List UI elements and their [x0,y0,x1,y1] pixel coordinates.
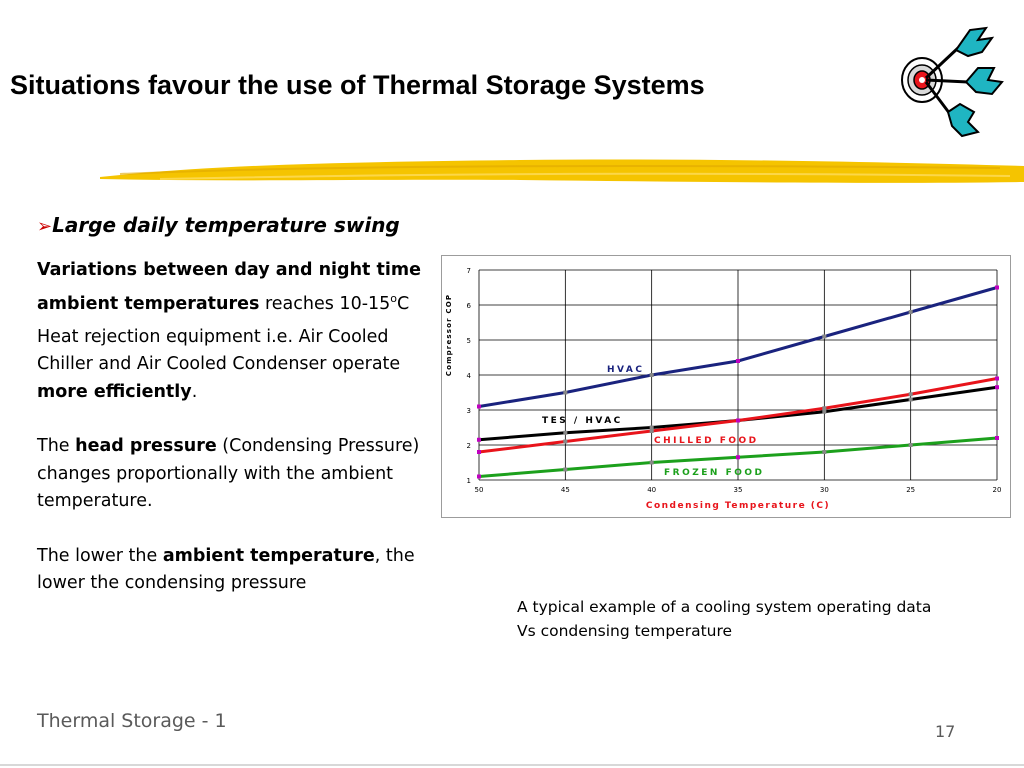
cop-chart: 50 45 40 35 30 25 20 1 2 3 4 5 6 7 Condensing Temperat… [441,255,1011,518]
y-tick-label: 6 [467,302,472,310]
data-point [822,334,827,339]
data-point [477,404,481,409]
data-point [477,474,481,479]
data-point [908,397,913,402]
y-tick-label: 7 [467,267,471,275]
y-tick-label: 5 [467,337,471,345]
y-axis-title: Compressor COP [445,294,453,377]
x-tick-label: 35 [734,486,743,494]
footer-title: Thermal Storage - 1 [37,710,227,732]
data-point [995,285,999,290]
data-point [477,450,481,454]
data-point [908,310,913,314]
body-text: Variations between day and night time am… [37,257,437,598]
data-point [563,467,568,472]
x-tick-label: 50 [475,486,484,494]
y-tick-label: 2 [467,442,471,450]
x-tick-label: 45 [561,486,570,494]
x-tick-label: 40 [647,486,656,494]
darts-target-icon [901,26,1004,138]
paragraph-heat-rejection: Heat rejection equipment i.e. Air Cooled… [37,326,401,402]
x-tick-label: 20 [993,486,1002,494]
data-point [649,429,654,433]
x-axis-title: Condensing Temperature (C) [646,501,830,511]
data-point [995,385,999,390]
data-point [736,418,740,423]
series-label: CHILLED FOOD [654,436,759,446]
data-point [822,406,827,411]
data-point [563,390,568,395]
bullet-arrow-icon: ➢ [37,216,53,237]
series-label: HVAC [607,365,644,375]
data-point [908,392,913,397]
bottom-divider [0,764,1024,766]
data-point [649,425,654,430]
x-tick-label: 30 [820,486,829,494]
data-point [995,376,999,381]
y-tick-label: 4 [467,372,472,380]
y-tick-label: 1 [467,477,471,485]
page-number: 17 [935,722,956,741]
data-point [822,409,827,414]
series-label: FROZEN FOOD [664,468,765,478]
slide-title: Situations favour the use of Thermal Sto… [10,70,705,100]
paragraph-temperature-variation: Variations between day and night time am… [37,260,421,314]
chart-caption: A typical example of a cooling system op… [517,595,1017,643]
decorative-brush-stroke [100,159,1024,183]
data-point [563,439,568,444]
data-point [822,450,827,454]
data-point [477,437,481,442]
data-point [649,460,654,465]
x-tick-label: 25 [906,486,915,494]
caption-line-1: A typical example of a cooling system op… [517,598,932,616]
data-point [736,359,740,363]
bullet-heading-text: Large daily temperature swing [52,213,400,237]
series-label: TES / HVAC [542,416,623,426]
paragraph-ambient-temperature: The lower the ambient temperature, the l… [37,545,415,594]
bullet-heading: ➢Large daily temperature swing [37,213,400,237]
data-point [908,443,913,447]
data-point [736,455,740,460]
caption-line-2: Vs condensing temperature [517,622,733,640]
data-point [649,373,654,377]
paragraph-head-pressure: The head pressure (Condensing Pressure) … [37,436,420,512]
data-point [563,430,568,435]
data-point [995,436,999,440]
y-tick-label: 3 [467,407,471,415]
